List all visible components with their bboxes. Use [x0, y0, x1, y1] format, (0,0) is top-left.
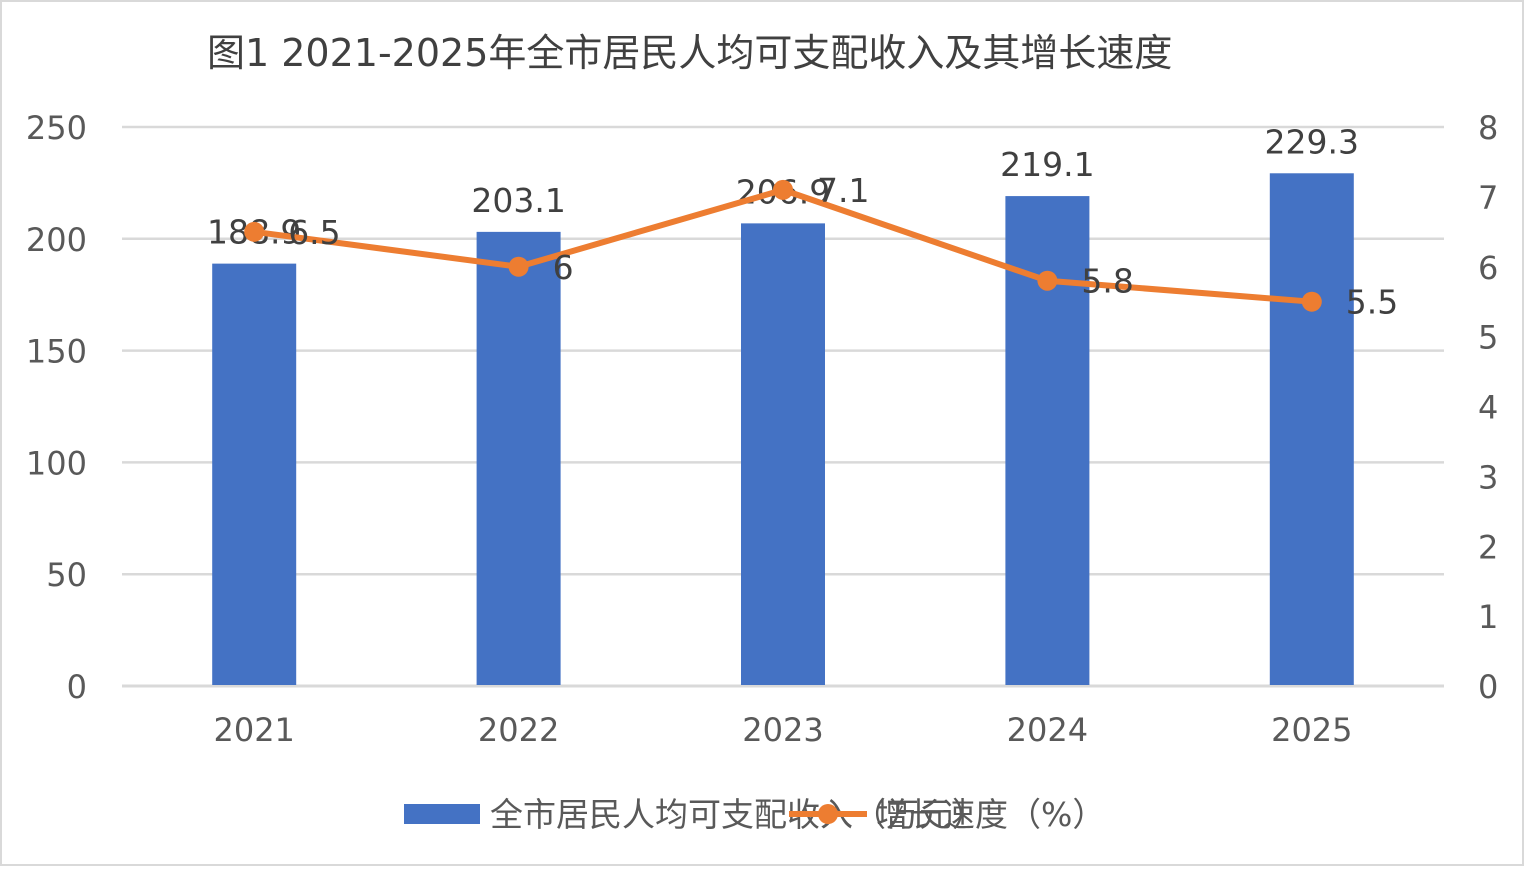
left-axis-tick-label: 100	[26, 444, 87, 482]
right-axis-tick-label: 5	[1478, 319, 1498, 357]
line-point	[508, 256, 529, 277]
right-axis-tick-label: 7	[1478, 179, 1498, 217]
bar	[476, 231, 561, 685]
left-axis-tick-label: 0	[67, 668, 87, 706]
bar-data-label: 203.1	[471, 181, 565, 220]
left-axis-tick-label: 150	[26, 333, 87, 371]
left-axis-tick-label: 250	[26, 109, 87, 147]
line-data-label: 5.5	[1346, 283, 1398, 322]
chart-title: 图1 2021-2025年全市居民人均可支配收入及其增长速度	[207, 31, 1172, 75]
left-axis-tick-label: 200	[26, 221, 87, 259]
right-axis-tick-label: 4	[1478, 389, 1498, 427]
bar	[741, 223, 825, 686]
line-point	[244, 221, 265, 242]
x-axis-tick-label: 2023	[742, 711, 823, 749]
line-data-label: 7.1	[817, 171, 869, 210]
legend-label: 全市居民人均可支配收入（万元）	[490, 795, 985, 834]
line-data-label: 6	[553, 248, 574, 287]
bar-data-label: 219.1	[1000, 145, 1094, 184]
right-axis-tick-label: 0	[1478, 668, 1498, 706]
legend: 全市居民人均可支配收入（万元）增长速度（%）	[404, 795, 1105, 834]
legend-label: 增长速度（%）	[876, 795, 1105, 834]
legend-bar-swatch	[404, 804, 480, 824]
x-axis-tick-label: 2025	[1271, 711, 1352, 749]
right-axis-tick-label: 3	[1478, 458, 1498, 496]
legend-line-marker	[818, 804, 838, 824]
line-series: 6.5 6 7.1 5.8 5.5	[244, 171, 1398, 322]
x-axis-tick-label: 2021	[213, 711, 294, 749]
bar	[212, 263, 297, 685]
left-axis-tick-label: 50	[46, 556, 87, 594]
right-axis-tick-label: 6	[1478, 249, 1498, 287]
x-axis-ticks: 2021 2022 2023 2024 2025	[213, 711, 1352, 749]
right-axis-tick-label: 8	[1478, 109, 1498, 147]
bar	[1269, 173, 1354, 685]
line-data-label: 5.8	[1081, 262, 1133, 301]
x-axis-tick-label: 2024	[1007, 711, 1088, 749]
line-point	[773, 179, 793, 200]
left-axis-ticks: 0 50 100 150 200 250	[26, 109, 87, 706]
x-axis-tick-label: 2022	[478, 711, 559, 749]
bar-data-label: 229.3	[1265, 122, 1359, 161]
line-data-label: 6.5	[288, 213, 340, 252]
right-axis-ticks: 0 1 2 3 4 5 6 7 8	[1478, 109, 1498, 706]
line-point	[1301, 291, 1322, 312]
right-axis-tick-label: 1	[1478, 598, 1498, 636]
line-point	[1037, 270, 1058, 291]
right-axis-tick-label: 2	[1478, 528, 1498, 566]
